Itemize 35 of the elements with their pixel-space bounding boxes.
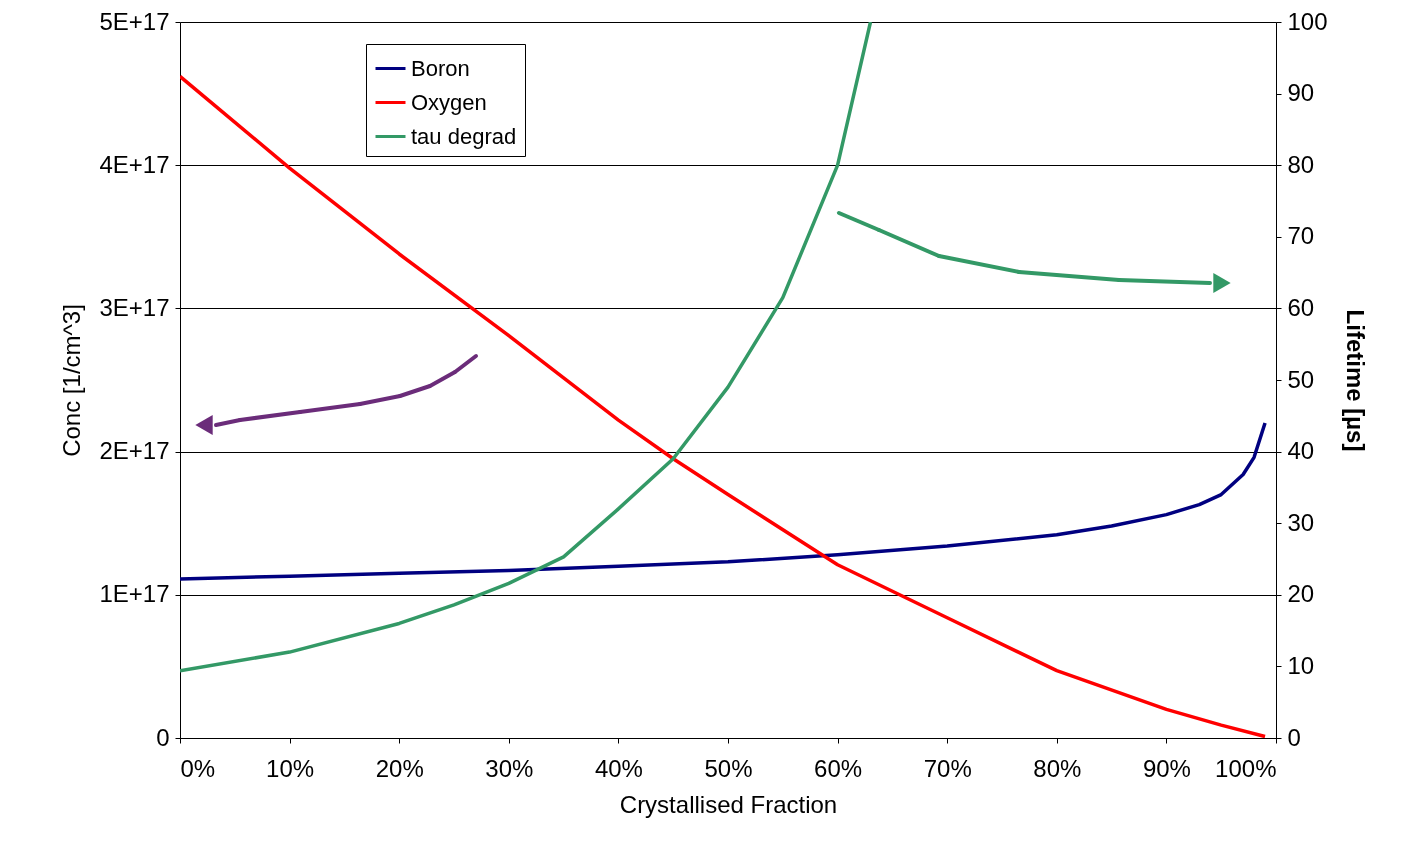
line-series	[180, 22, 873, 673]
x-tick-label: 20%	[375, 754, 424, 782]
x-tick-label: 10%	[266, 754, 315, 782]
y2-tick-label: 0	[1287, 723, 1301, 751]
y-tick-label: 4E+17	[99, 150, 170, 178]
y2-tick-label: 30	[1287, 508, 1315, 536]
y2-tick-label: 70	[1287, 222, 1315, 250]
x-axis-title: Crystallised Fraction	[619, 790, 838, 818]
x-tick-label: 30%	[485, 754, 534, 782]
x-tick-label: 100%	[1215, 754, 1277, 782]
x-tick-label: 60%	[814, 754, 863, 782]
y-tick-label: 5E+17	[99, 7, 170, 35]
x-tick-label: 40%	[594, 754, 643, 782]
y-tick-label: 2E+17	[99, 437, 170, 465]
y2-tick-label: 40	[1287, 437, 1315, 465]
x-tick-label: 70%	[923, 754, 972, 782]
x-tick-label: 50%	[704, 754, 753, 782]
y2-tick-label: 90	[1287, 79, 1315, 107]
x-tick-label: 90%	[1142, 754, 1191, 782]
y2-tick-label: 20	[1287, 580, 1315, 608]
x-tick-label: 80%	[1033, 754, 1082, 782]
y2-tick-label: 10	[1287, 651, 1315, 679]
y2-tick-label: 80	[1287, 150, 1315, 178]
y2-axis-title: Lifetime [µs]	[1341, 309, 1369, 452]
legend-label: Boron	[411, 55, 470, 81]
y-tick-label: 3E+17	[99, 293, 170, 321]
y-axis-title: Conc [1/cm^3]	[58, 304, 86, 457]
x-tick-label: 0%	[180, 754, 216, 782]
y-tick-label: 0	[156, 723, 170, 751]
y2-tick-label: 50	[1287, 365, 1315, 393]
y2-tick-label: 100	[1287, 7, 1328, 35]
legend-label: Oxygen	[411, 89, 487, 115]
legend-label: tau degrad	[411, 123, 517, 149]
y2-tick-label: 60	[1287, 293, 1315, 321]
y-tick-label: 1E+17	[99, 580, 170, 608]
